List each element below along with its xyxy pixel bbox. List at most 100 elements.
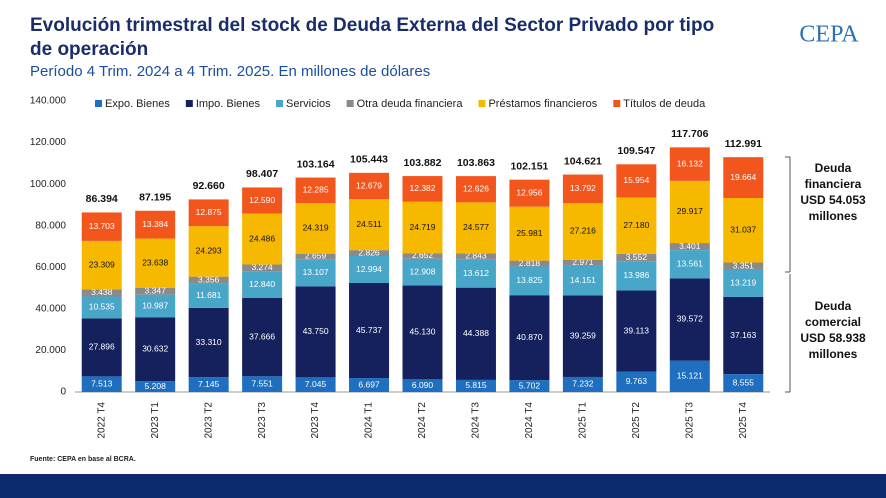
- bar-segment: [188, 283, 229, 308]
- bar-segment: [723, 374, 764, 392]
- value-label: 24.511: [356, 219, 382, 229]
- bar-segment: [81, 289, 122, 297]
- bar-segment: [402, 253, 443, 259]
- value-label: 13.107: [303, 267, 329, 277]
- chart-subtitle: Período 4 Trim. 2024 a 4 Trim. 2025. En …: [30, 63, 430, 80]
- value-label: 39.572: [677, 314, 703, 324]
- total-label: 105.443: [350, 154, 388, 166]
- legend-label: Préstamos financieros: [488, 98, 597, 110]
- bar-segment: [669, 278, 710, 361]
- bar-segment: [723, 198, 764, 263]
- bar-segment: [188, 276, 229, 284]
- value-label: 3.552: [626, 252, 648, 262]
- total-label: 98.407: [246, 168, 278, 180]
- value-label: 19.664: [730, 172, 756, 182]
- bar-segment: [295, 377, 336, 392]
- legend-label: Otra deuda financiera: [357, 98, 464, 110]
- bar-segment: [723, 262, 764, 270]
- value-label: 7.232: [572, 379, 594, 389]
- value-label: 10.535: [89, 302, 115, 312]
- bar-segment: [135, 317, 176, 382]
- value-label: 12.908: [410, 266, 436, 276]
- x-tick-label: 2024 T2: [417, 402, 428, 439]
- annotation: financiera: [805, 177, 862, 191]
- value-label: 3.351: [733, 260, 755, 270]
- bar-segment: [616, 261, 657, 291]
- bar-segment: [562, 265, 603, 296]
- y-tick-label: 0: [60, 387, 66, 398]
- y-tick-label: 140.000: [30, 96, 67, 107]
- total-label: 109.547: [617, 145, 655, 157]
- bar-segment: [669, 250, 710, 279]
- x-tick-label: 2023 T1: [150, 402, 161, 439]
- legend-swatch: [346, 100, 354, 107]
- value-label: 7.145: [198, 379, 220, 389]
- value-label: 13.612: [463, 268, 489, 278]
- x-tick-label: 2025 T2: [631, 402, 642, 439]
- total-label: 87.195: [139, 192, 171, 204]
- value-label: 15.121: [677, 371, 703, 381]
- x-tick-label: 2025 T4: [738, 402, 749, 439]
- value-label: 13.986: [623, 270, 649, 280]
- value-label: 14.151: [570, 275, 596, 285]
- bar-segment: [242, 264, 283, 272]
- value-label: 24.319: [303, 223, 329, 233]
- bar-segment: [402, 201, 443, 254]
- legend-label: Servicios: [286, 98, 331, 110]
- x-tick-label: 2024 T4: [524, 402, 535, 439]
- bar-segment: [455, 202, 496, 254]
- value-label: 12.679: [356, 180, 382, 190]
- value-label: 13.219: [730, 277, 756, 287]
- value-label: 13.384: [142, 219, 168, 229]
- bar-segment: [562, 259, 603, 266]
- total-label: 117.706: [671, 128, 709, 140]
- y-tick-label: 40.000: [35, 303, 66, 314]
- legend-label: Títulos de deuda: [623, 98, 706, 110]
- bar-segment: [616, 197, 657, 254]
- value-label: 27.896: [89, 342, 115, 352]
- bar-segment: [616, 290, 657, 372]
- bar-segment: [509, 260, 550, 267]
- y-tick-label: 80.000: [35, 220, 66, 231]
- value-label: 2.652: [412, 250, 434, 260]
- title-line: de operación: [30, 39, 148, 60]
- bar-segment: [295, 286, 336, 378]
- x-tick-label: 2024 T1: [364, 402, 375, 439]
- total-label: 112.991: [725, 138, 763, 150]
- bar-segment: [349, 250, 390, 257]
- total-label: 103.164: [297, 158, 335, 170]
- annotation: comercial: [805, 315, 861, 329]
- bar-segment: [402, 176, 443, 202]
- value-label: 24.293: [196, 246, 222, 256]
- bar-segment: [349, 378, 390, 392]
- value-label: 10.987: [142, 300, 168, 310]
- value-label: 31.037: [730, 225, 756, 235]
- value-label: 6.697: [358, 379, 380, 389]
- annotation: USD 54.053: [800, 193, 866, 207]
- value-label: 5.208: [145, 381, 167, 391]
- value-label: 2.659: [305, 251, 327, 261]
- value-label: 11.681: [196, 290, 222, 300]
- x-tick-label: 2025 T3: [684, 402, 695, 439]
- value-label: 23.309: [89, 259, 115, 269]
- value-label: 25.981: [516, 228, 542, 238]
- bar-segment: [349, 199, 390, 251]
- bar-segment: [188, 377, 229, 392]
- bar-segment: [509, 206, 550, 261]
- annotation: Deuda: [815, 299, 852, 313]
- value-label: 7.045: [305, 379, 327, 389]
- value-label: 12.875: [196, 207, 222, 217]
- legend-label: Impo. Bienes: [196, 98, 261, 110]
- bar-segment: [616, 164, 657, 198]
- value-label: 3.274: [251, 262, 273, 272]
- value-label: 2.843: [465, 251, 487, 261]
- bar-segment: [188, 307, 229, 378]
- value-label: 9.763: [626, 376, 648, 386]
- value-label: 3.356: [198, 274, 220, 284]
- bar-segment: [723, 157, 764, 199]
- value-label: 24.719: [410, 222, 436, 232]
- value-label: 12.590: [249, 195, 275, 205]
- value-label: 29.917: [677, 206, 703, 216]
- value-label: 3.438: [91, 287, 113, 297]
